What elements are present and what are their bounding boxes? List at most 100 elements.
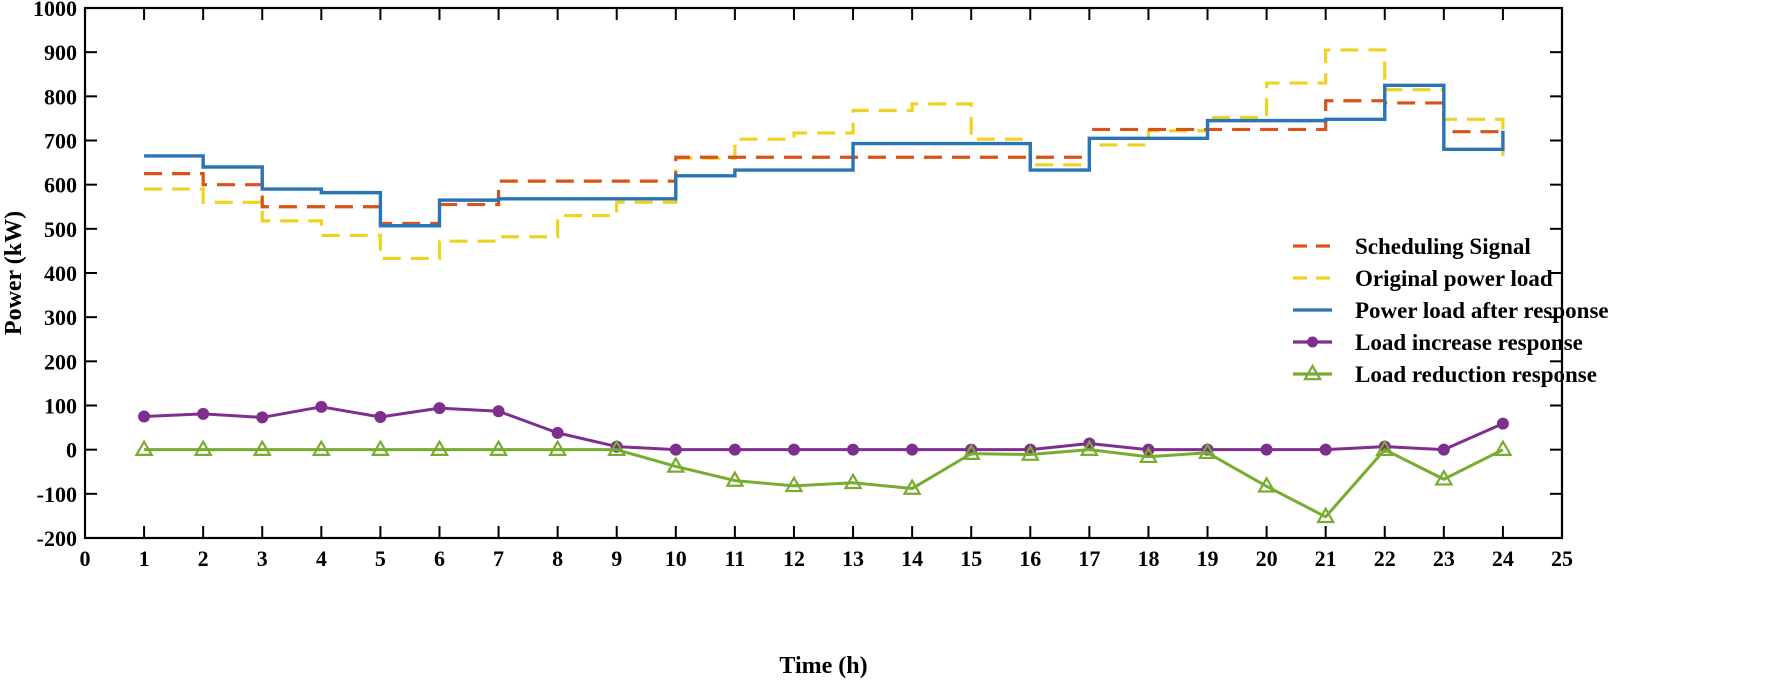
data-point <box>784 475 804 493</box>
x-tick-label: 23 <box>1433 546 1455 571</box>
series-load-increase-response <box>138 400 1509 456</box>
x-tick-label: 5 <box>375 546 386 571</box>
y-tick-label: 200 <box>44 349 77 374</box>
data-point <box>489 439 509 456</box>
data-point <box>311 439 331 456</box>
y-tick-label: 800 <box>44 84 77 109</box>
data-point <box>197 407 210 420</box>
plot-frame <box>83 6 1564 540</box>
legend-item: Load increase response <box>1293 330 1583 355</box>
legend-label: Scheduling Signal <box>1355 234 1531 259</box>
data-point <box>370 439 390 456</box>
data-point <box>1496 417 1509 430</box>
data-point <box>902 478 922 495</box>
data-point <box>1260 443 1273 456</box>
x-tick-label: 0 <box>80 546 91 571</box>
x-tick-label: 25 <box>1551 546 1573 571</box>
legend-item: Scheduling Signal <box>1293 234 1531 259</box>
x-tick-label: 3 <box>257 546 268 571</box>
x-tick-label: 18 <box>1137 546 1159 571</box>
x-axis-title: Time (h) <box>779 653 867 679</box>
series-line <box>144 448 1504 519</box>
data-point <box>666 456 686 473</box>
y-tick-label: 100 <box>44 394 77 419</box>
data-point <box>1020 444 1040 461</box>
series-power-load-after-response <box>144 83 1505 228</box>
x-tick-label: 16 <box>1019 546 1041 571</box>
x-tick-label: 19 <box>1197 546 1219 571</box>
x-tick-label: 4 <box>316 546 327 571</box>
series-scheduling-signal <box>144 99 1503 226</box>
series-line <box>144 405 1504 452</box>
data-point <box>961 443 981 460</box>
legend-marker <box>1307 336 1318 348</box>
data-point <box>374 410 387 423</box>
data-point <box>1434 469 1454 486</box>
y-tick-label: 300 <box>44 305 77 330</box>
y-tick-label: 1000 <box>33 0 77 21</box>
series-line <box>144 99 1503 226</box>
data-point <box>433 402 446 415</box>
x-tick-label: 24 <box>1492 546 1514 571</box>
data-point <box>1375 439 1395 456</box>
data-point <box>134 439 154 456</box>
legend: Scheduling Signal Original power load Powe… <box>1293 234 1609 387</box>
x-tick-label: 14 <box>901 546 923 571</box>
x-tick-label: 10 <box>665 546 687 571</box>
data-point <box>548 439 568 456</box>
y-tick-label: 0 <box>66 438 77 463</box>
legend-item: Original power load <box>1293 266 1553 291</box>
x-tick-label: 1 <box>139 546 150 571</box>
y-tick-label: 400 <box>44 261 77 286</box>
y-tick-label: 600 <box>44 173 77 198</box>
data-point <box>138 410 151 423</box>
data-point <box>193 439 213 456</box>
data-point <box>315 400 328 413</box>
data-point <box>1319 443 1332 456</box>
y-tick-label: -200 <box>37 526 77 551</box>
y-axis-title: Power (kW) <box>1 211 27 335</box>
series-original-power-load <box>144 48 1505 261</box>
data-point <box>551 426 564 439</box>
data-point <box>725 470 745 487</box>
x-tick-label: 15 <box>960 546 982 571</box>
legend-marker <box>1302 363 1323 381</box>
x-tick-label: 7 <box>493 546 504 571</box>
data-point <box>728 443 741 456</box>
legend-item: Load reduction response <box>1293 362 1597 387</box>
series-layer <box>134 48 1513 524</box>
x-tick-label: 22 <box>1374 546 1396 571</box>
legend-item: Power load after response <box>1293 298 1609 323</box>
data-point <box>429 439 449 456</box>
x-tick-label: 8 <box>552 546 563 571</box>
data-point <box>847 443 860 456</box>
data-point <box>1316 506 1336 524</box>
x-tick-label: 13 <box>842 546 864 571</box>
legend-label: Load reduction response <box>1355 362 1597 387</box>
x-tick-label: 11 <box>724 546 745 571</box>
legend-label: Load increase response <box>1355 330 1583 355</box>
y-tick-label: 900 <box>44 40 77 65</box>
data-point <box>252 439 272 456</box>
x-tick-label: 2 <box>198 546 209 571</box>
data-point <box>1437 443 1450 456</box>
y-tick-label: -100 <box>37 482 77 507</box>
x-tick-label: 12 <box>783 546 805 571</box>
x-tick-label: 21 <box>1315 546 1337 571</box>
data-point <box>787 443 800 456</box>
data-point <box>607 439 627 456</box>
data-point <box>1138 446 1158 464</box>
x-tick-labels: 0 1 2 3 4 5 6 7 8 9 10 11 12 13 14 15 16 17 18 19 20 21 22 23 24… <box>80 546 1574 571</box>
data-point <box>492 405 505 418</box>
y-tick-label: 500 <box>44 217 77 242</box>
tick-marks <box>84 7 1563 539</box>
data-point <box>906 443 919 456</box>
series-load-reduction-response <box>134 439 1513 524</box>
data-point <box>669 443 682 456</box>
data-point <box>843 472 863 490</box>
x-tick-label: 9 <box>611 546 622 571</box>
x-tick-label: 17 <box>1078 546 1100 571</box>
data-point <box>1079 439 1099 456</box>
x-tick-label: 20 <box>1256 546 1278 571</box>
